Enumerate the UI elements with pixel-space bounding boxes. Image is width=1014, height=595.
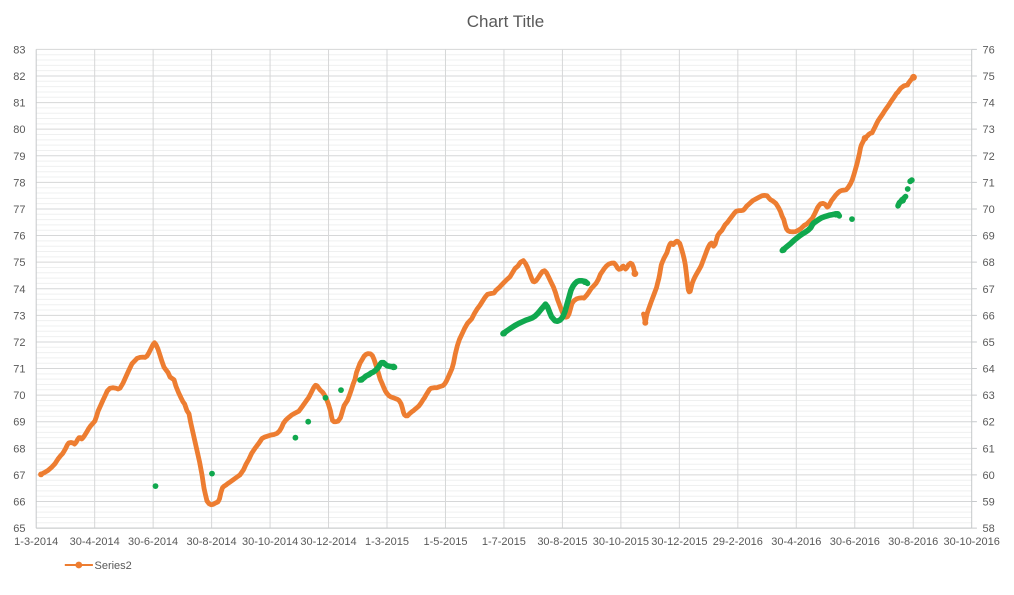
svg-text:30-8-2016: 30-8-2016 <box>888 536 938 548</box>
svg-text:65: 65 <box>983 337 995 349</box>
svg-text:74: 74 <box>983 98 995 110</box>
svg-text:81: 81 <box>13 98 25 110</box>
svg-text:30-10-2014: 30-10-2014 <box>242 536 298 548</box>
svg-text:1-5-2015: 1-5-2015 <box>423 536 467 548</box>
svg-text:65: 65 <box>13 523 25 535</box>
svg-text:74: 74 <box>13 284 25 296</box>
svg-text:30-6-2016: 30-6-2016 <box>830 536 880 548</box>
svg-text:70: 70 <box>13 390 25 402</box>
svg-text:58: 58 <box>983 523 995 535</box>
svg-text:29-2-2016: 29-2-2016 <box>713 536 763 548</box>
svg-text:78: 78 <box>13 177 25 189</box>
svg-text:30-10-2015: 30-10-2015 <box>593 536 649 548</box>
svg-text:75: 75 <box>983 71 995 83</box>
svg-text:77: 77 <box>13 204 25 216</box>
svg-text:67: 67 <box>13 470 25 482</box>
svg-text:64: 64 <box>983 364 995 376</box>
svg-text:73: 73 <box>983 124 995 136</box>
svg-text:30-10-2016: 30-10-2016 <box>944 536 1000 548</box>
svg-text:30-6-2014: 30-6-2014 <box>128 536 178 548</box>
svg-text:82: 82 <box>13 71 25 83</box>
svg-text:1-3-2015: 1-3-2015 <box>365 536 409 548</box>
svg-text:71: 71 <box>13 364 25 376</box>
svg-text:76: 76 <box>983 44 995 56</box>
svg-text:72: 72 <box>13 337 25 349</box>
svg-text:71: 71 <box>983 177 995 189</box>
svg-text:30-12-2014: 30-12-2014 <box>300 536 356 548</box>
svg-text:72: 72 <box>983 151 995 163</box>
svg-text:66: 66 <box>983 310 995 322</box>
svg-text:60: 60 <box>983 470 995 482</box>
svg-text:Series2: Series2 <box>95 560 132 572</box>
svg-text:Chart Title: Chart Title <box>467 12 544 31</box>
svg-text:73: 73 <box>13 310 25 322</box>
svg-text:79: 79 <box>13 151 25 163</box>
svg-text:1-3-2014: 1-3-2014 <box>14 536 58 548</box>
svg-text:30-12-2015: 30-12-2015 <box>651 536 707 548</box>
svg-text:30-4-2014: 30-4-2014 <box>70 536 120 548</box>
svg-text:59: 59 <box>983 497 995 509</box>
svg-text:1-7-2015: 1-7-2015 <box>482 536 526 548</box>
svg-text:68: 68 <box>13 443 25 455</box>
svg-text:63: 63 <box>983 390 995 402</box>
svg-text:30-8-2014: 30-8-2014 <box>187 536 237 548</box>
svg-text:30-4-2016: 30-4-2016 <box>771 536 821 548</box>
svg-text:69: 69 <box>13 417 25 429</box>
svg-text:83: 83 <box>13 44 25 56</box>
svg-text:80: 80 <box>13 124 25 136</box>
svg-text:75: 75 <box>13 257 25 269</box>
svg-text:67: 67 <box>983 284 995 296</box>
svg-text:66: 66 <box>13 497 25 509</box>
svg-text:61: 61 <box>983 443 995 455</box>
svg-text:76: 76 <box>13 231 25 243</box>
svg-text:62: 62 <box>983 417 995 429</box>
svg-text:70: 70 <box>983 204 995 216</box>
svg-text:69: 69 <box>983 231 995 243</box>
svg-text:68: 68 <box>983 257 995 269</box>
svg-text:30-8-2015: 30-8-2015 <box>537 536 587 548</box>
